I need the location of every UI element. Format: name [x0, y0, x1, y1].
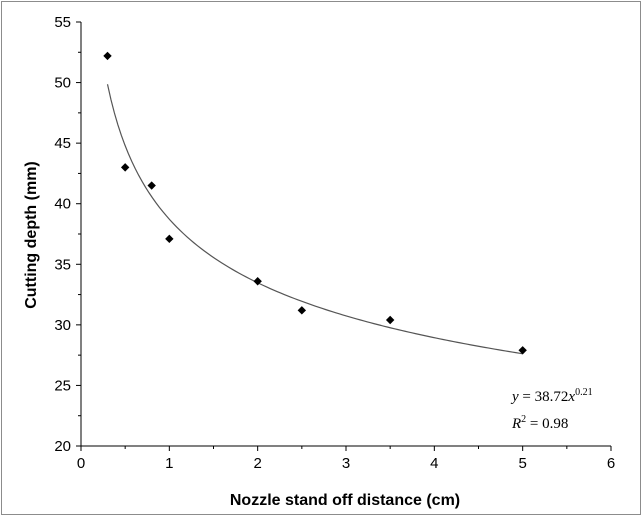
- data-point: [385, 315, 395, 325]
- y-tick-label: 30: [54, 317, 71, 334]
- data-point: [518, 346, 527, 355]
- data-point: [147, 181, 156, 190]
- y-tick-label: 25: [54, 377, 71, 394]
- y-tick-label: 50: [54, 75, 71, 92]
- x-axis-title: Nozzle stand off distance (cm): [230, 492, 460, 509]
- trendline-equation: y = 38.72x0.21: [510, 387, 593, 405]
- y-tick-label: 55: [54, 14, 71, 31]
- x-tick-label: 1: [165, 455, 173, 472]
- eq-exponent: 0.21: [575, 387, 593, 398]
- x-tick-label: 3: [342, 455, 350, 472]
- y-tick-label: 40: [54, 196, 71, 213]
- x-tick-label: 0: [77, 455, 85, 472]
- x-tick-label: 4: [430, 455, 438, 472]
- x-tick-label: 2: [253, 455, 261, 472]
- data-point: [165, 234, 174, 244]
- r2-value: = 0.98: [526, 416, 568, 432]
- r-squared: R2 = 0.98: [511, 414, 568, 432]
- power-trendline: [106, 84, 523, 355]
- y-tick-label: 35: [54, 256, 71, 273]
- data-point: [297, 306, 307, 315]
- y-tick-label: 20: [54, 438, 71, 455]
- axes: [76, 21, 612, 451]
- eq-x: x: [567, 389, 575, 405]
- r2-sup: 2: [521, 414, 526, 425]
- x-tick-label: 6: [607, 455, 615, 472]
- y-tick-label: 45: [54, 135, 71, 152]
- data-point: [120, 163, 130, 172]
- eq-y: y: [510, 389, 519, 405]
- data-point: [253, 277, 262, 286]
- r2-r: R: [511, 416, 521, 432]
- data-points: [103, 51, 527, 355]
- trendline: [106, 84, 523, 355]
- x-tick-label: 5: [518, 455, 526, 472]
- eq-coef: = 38.72: [519, 389, 569, 405]
- data-point: [103, 51, 112, 61]
- y-axis-title: Cutting depth (mm): [23, 161, 40, 309]
